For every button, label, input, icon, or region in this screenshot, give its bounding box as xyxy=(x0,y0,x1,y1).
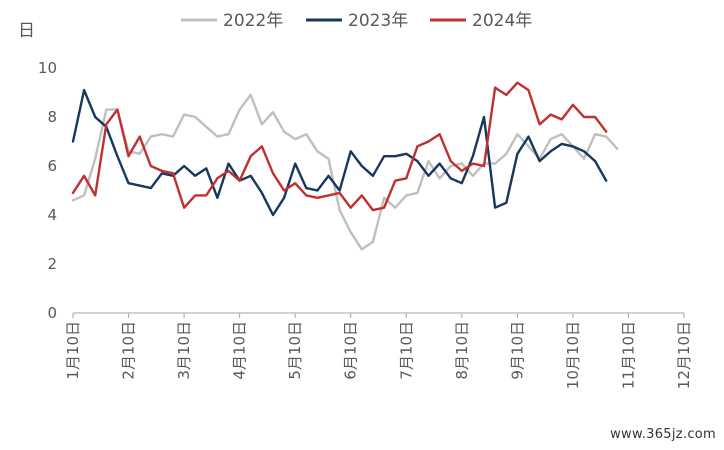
series-line-3 xyxy=(71,81,608,212)
x-tick-label: 12月10日 xyxy=(675,321,693,389)
y-tick-label: 0 xyxy=(47,304,57,322)
y-axis-ticks: 0 2 4 6 8 10 xyxy=(38,59,57,322)
legend-label: 2022年 xyxy=(223,11,283,31)
x-tick-label: 11月10日 xyxy=(619,321,637,389)
x-tick-label: 10月10日 xyxy=(564,321,582,389)
y-tick-label: 4 xyxy=(47,206,57,224)
x-tick-label: 2月10日 xyxy=(120,321,138,380)
y-tick-label: 8 xyxy=(47,108,57,126)
legend: 2022年 2023年 2024年 xyxy=(181,11,532,31)
y-axis-unit-label: 日 xyxy=(18,21,35,41)
watermark: www.365jz.com xyxy=(610,427,716,442)
x-tick-label: 3月10日 xyxy=(175,321,193,380)
legend-label: 2024年 xyxy=(472,11,532,31)
x-tick-label: 4月10日 xyxy=(231,321,249,380)
series-line-1 xyxy=(71,93,619,251)
x-tick-label: 9月10日 xyxy=(508,321,526,380)
series-line-2 xyxy=(71,88,608,217)
x-axis-ticks: 1月10日 2月10日 3月10日 4月10日 5月10日 6月10日 7月10日 8月10日… xyxy=(64,313,693,389)
x-tick-label: 5月10日 xyxy=(286,321,304,380)
y-tick-label: 2 xyxy=(47,255,57,273)
x-tick-label: 7月10日 xyxy=(397,321,415,380)
x-tick-label: 6月10日 xyxy=(342,321,360,380)
y-tick-label: 10 xyxy=(38,59,57,77)
legend-label: 2023年 xyxy=(348,11,408,31)
series-group xyxy=(71,81,619,251)
x-tick-label: 1月10日 xyxy=(64,321,82,380)
y-tick-label: 6 xyxy=(47,157,57,175)
x-tick-label: 8月10日 xyxy=(453,321,471,380)
